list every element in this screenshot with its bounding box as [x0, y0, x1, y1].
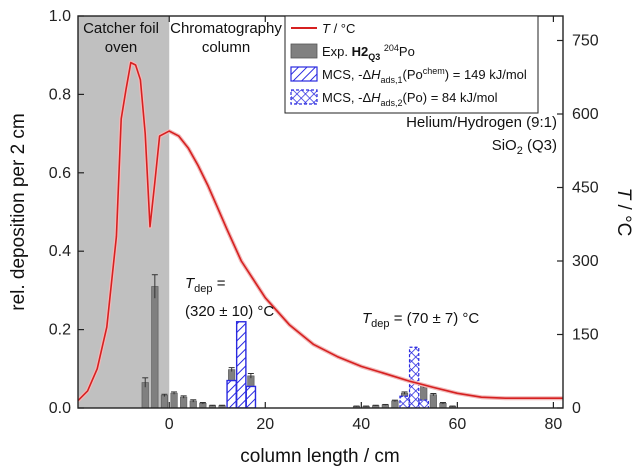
y-axis-right-symbol: T: [613, 188, 634, 201]
legend-text-part: 204: [384, 43, 399, 53]
y-tick-label: 0.8: [49, 86, 71, 103]
conditions-rest: (Q3): [523, 137, 557, 154]
y-tick-label: 0.2: [49, 322, 71, 339]
annotation-tdep-320-line2: (320 ± 10) °C: [185, 303, 274, 320]
legend-text-part: Q3: [368, 52, 380, 62]
legend-text-part: H: [371, 67, 381, 82]
region-label-column-line2: column: [202, 39, 250, 56]
x-tick-label: 0: [165, 416, 174, 433]
exp-bar: [429, 394, 437, 408]
annotation-tdep-70: Tdep = (70 ± 7) °C: [362, 310, 479, 330]
region-label-oven-line2: oven: [105, 39, 138, 56]
legend-text-part: H: [371, 90, 381, 105]
legend-text-part: ) = 149 kJ/mol: [445, 67, 527, 82]
x-axis-title: column length / cm: [240, 446, 399, 466]
y-tick-label: 0.0: [49, 400, 71, 417]
x-tick-label: 60: [448, 416, 466, 433]
legend-label: MCS, -ΔHads,2(Po) = 84 kJ/mol: [322, 90, 498, 108]
y-axis-right-title: T / °C: [613, 188, 634, 237]
y-right-tick-label: 150: [572, 327, 599, 344]
mcs1-bar: [235, 321, 247, 408]
y-right-tick-label: 600: [572, 106, 599, 123]
legend-bar-swatch: [290, 43, 318, 59]
legend-text-part: Exp.: [322, 44, 352, 59]
annotation-tdep-320-line1: Tdep =: [185, 275, 226, 295]
legend-text-part: ads,1: [381, 75, 403, 85]
legend-text-part: (Po: [403, 67, 423, 82]
legend-text-part: / °C: [330, 21, 355, 36]
y-axis-right-unit: / °C: [613, 199, 634, 236]
legend-text-part: MCS, -Δ: [322, 90, 371, 105]
x-tick-label: 80: [544, 416, 562, 433]
legend: T / °C Exp. H2Q3 204Po MCS, -ΔHads,1(Poche…: [284, 15, 539, 114]
bar-layer: [141, 274, 457, 408]
exp-bar: [160, 395, 169, 408]
legend-label: Exp. H2Q3 204Po: [322, 43, 415, 62]
legend-label: T / °C: [322, 21, 355, 36]
mcs2-bar: [408, 346, 420, 408]
y-axis-left-title: rel. deposition per 2 cm: [8, 113, 29, 311]
exp-bar: [151, 286, 159, 408]
exp-bar: [180, 396, 188, 408]
region-label-oven-line1: Catcher foil: [83, 20, 159, 37]
annotation-tdep-70-rest: = (70 ± 7) °C: [390, 310, 480, 327]
annotation-tdep-320-rest: =: [213, 275, 226, 292]
annotation-tdep-70-symbol: T: [362, 310, 373, 327]
y-tick-label: 0.4: [49, 243, 71, 260]
mcs1-bar: [226, 379, 237, 408]
axes-layer: 0 20 40 60 80 0.0 0.2 0.4 0.6 0.8 1.0 0 150 300 450 600…: [49, 8, 599, 433]
mcs2-bar: [418, 399, 429, 408]
annotation-tdep-320-sub: dep: [194, 283, 212, 295]
conditions-line1: Helium/Hydrogen (9:1): [406, 114, 557, 131]
legend-text-part: ads,2: [381, 98, 403, 108]
y-right-tick-label: 450: [572, 180, 599, 197]
legend-label: MCS, -ΔHads,1(Pochem) = 149 kJ/mol: [322, 66, 527, 85]
legend-crosshatch-swatch: [290, 89, 318, 105]
x-tick-label: 40: [352, 416, 370, 433]
legend-box: [284, 15, 539, 114]
legend-text-part: H2: [352, 44, 369, 59]
y-right-tick-label: 300: [572, 253, 599, 270]
y-tick-label: 0.6: [49, 165, 71, 182]
legend-text-part: (Po) = 84 kJ/mol: [403, 90, 498, 105]
y-right-tick-label: 750: [572, 33, 599, 50]
annotation-tdep-70-sub: dep: [371, 318, 389, 330]
conditions-sio: SiO: [492, 137, 517, 154]
temperature-layer: [78, 60, 563, 403]
conditions-line2: SiO2 (Q3): [492, 137, 557, 157]
exp-bar: [170, 392, 178, 408]
legend-text-part: MCS, -Δ: [322, 67, 371, 82]
legend-text-part: Po: [399, 44, 415, 59]
temperature-line: [78, 61, 563, 402]
y-right-tick-label: 0: [572, 400, 581, 417]
legend-hatch-swatch: [290, 66, 318, 82]
y-tick-label: 1.0: [49, 8, 71, 25]
conditions-sub: 2: [517, 145, 523, 157]
exp-bar: [391, 400, 399, 408]
mcs1-bar: [245, 385, 257, 408]
region-label-column-line1: Chromatography: [170, 20, 282, 37]
x-tick-label: 20: [256, 416, 274, 433]
legend-text-part: chem: [423, 66, 445, 76]
mcs2-bar: [399, 395, 410, 408]
legend-text-part: T: [322, 21, 331, 36]
annotation-tdep-320-symbol: T: [185, 275, 196, 292]
